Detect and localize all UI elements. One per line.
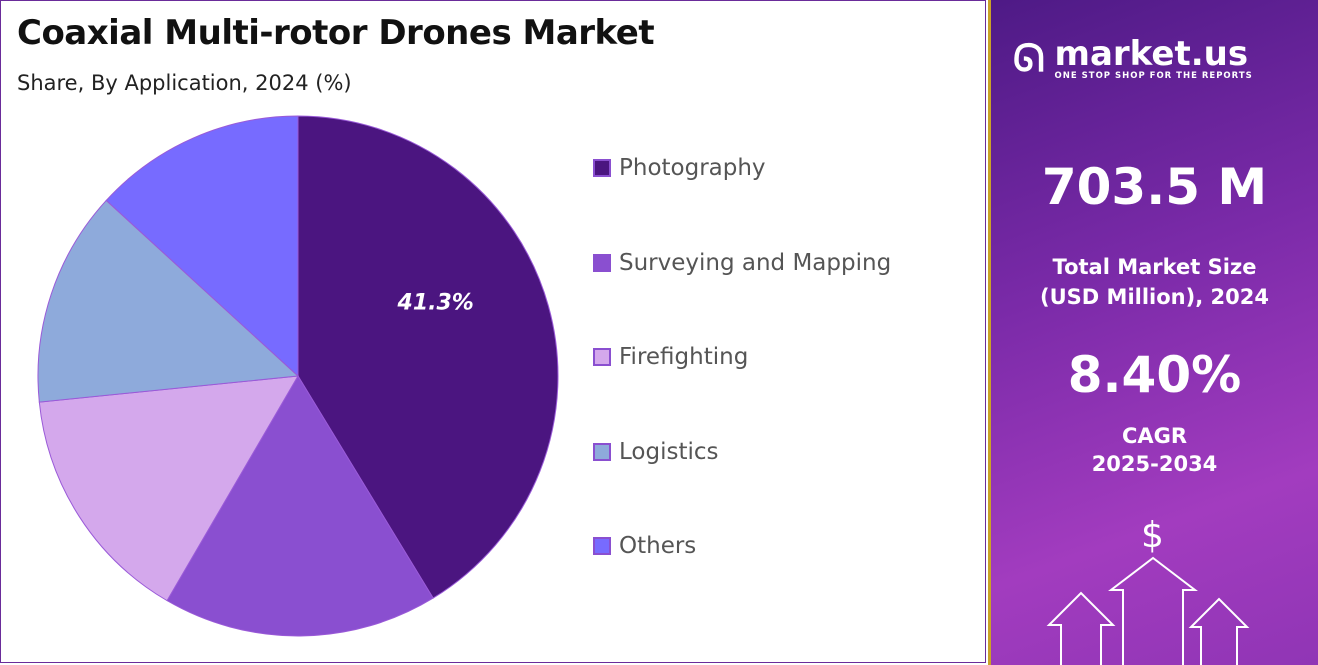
logo-name: market.us — [1054, 33, 1249, 74]
pie-chart: 41.3% — [37, 115, 559, 637]
legend-swatch — [593, 253, 611, 272]
legend-label: Firefighting — [619, 344, 749, 370]
chart-subtitle: Share, By Application, 2024 (%) — [17, 71, 352, 95]
legend-swatch — [593, 537, 611, 555]
legend-item: Surveying and Mapping — [593, 250, 891, 276]
growth-arrows-icon — [1046, 556, 1250, 665]
pie-slice-photography — [297, 115, 559, 599]
logo-icon: ᘏ — [1013, 36, 1045, 80]
pie-slice-firefighting — [38, 375, 299, 602]
legend-item: Others — [593, 533, 696, 559]
logo-tagline: ONE STOP SHOP FOR THE REPORTS — [1054, 70, 1253, 81]
legend-label: Surveying and Mapping — [619, 249, 892, 276]
legend-item: Photography — [593, 155, 766, 181]
legend-label: Logistics — [619, 438, 719, 465]
chart-title: Coaxial Multi-rotor Drones Market — [17, 13, 655, 53]
cagr-value: 8.40% — [1067, 346, 1242, 404]
legend-swatch — [593, 159, 611, 177]
chart-panel: Coaxial Multi-rotor Drones Market Share,… — [0, 0, 986, 663]
pie-slice-logistics — [37, 199, 300, 403]
dollar-icon: $ — [1141, 515, 1164, 556]
summary-panel: ᘏ market.us ONE STOP SHOP FOR THE REPORT… — [988, 0, 1318, 665]
market-size-value: 703.5 M — [1041, 158, 1268, 216]
legend-label: Others — [619, 533, 697, 559]
market-size-label-2: (USD Million), 2024 — [1040, 285, 1269, 309]
pie-slice-others — [105, 115, 299, 378]
pie-slice-surveying-and-mapping — [166, 375, 434, 637]
cagr-period: 2025-2034 — [1091, 452, 1218, 476]
legend-item: Firefighting — [593, 344, 748, 370]
cagr-label: CAGR — [1121, 424, 1188, 448]
legend-swatch — [593, 442, 611, 461]
market-size-label: Total Market Size — [1052, 255, 1257, 279]
legend-label: Photography — [619, 155, 766, 181]
data-label: 41.3% — [397, 290, 474, 315]
logo: ᘏ market.us ONE STOP SHOP FOR THE REPORT… — [1013, 36, 1253, 81]
legend-item: Logistics — [593, 439, 719, 465]
legend-swatch — [593, 348, 611, 366]
